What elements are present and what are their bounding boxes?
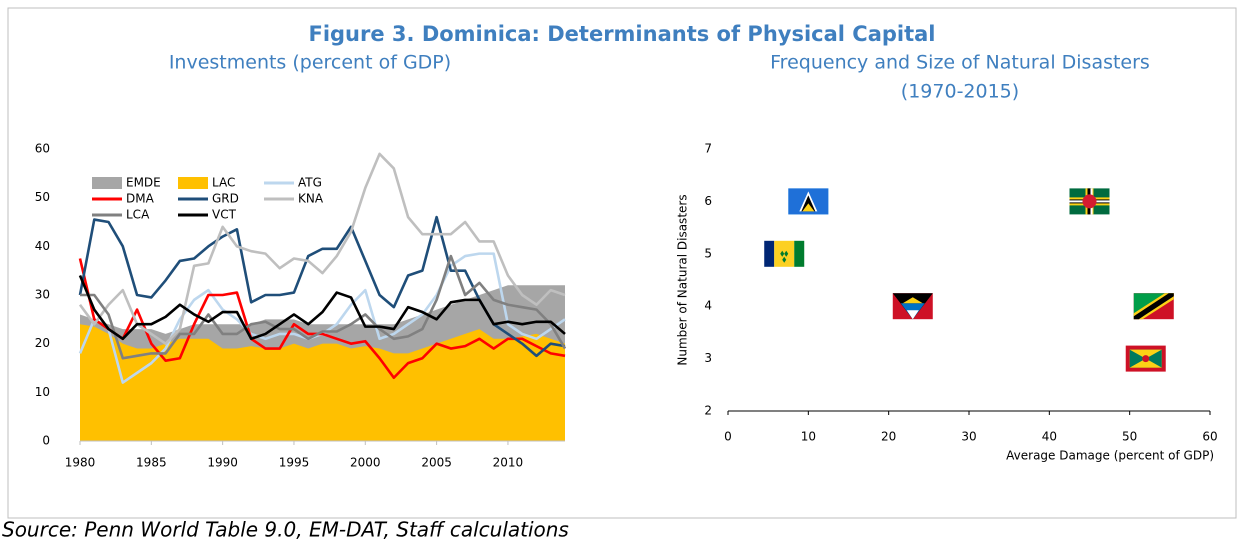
x-tick-label: 20 [881, 430, 896, 444]
y-tick-label: 40 [35, 239, 50, 253]
legend-swatch [178, 177, 208, 189]
flag-part [1142, 355, 1150, 363]
frame [7, 7, 1237, 519]
flag-marker [764, 240, 805, 267]
legend-swatch [92, 177, 122, 189]
flag-marker [1133, 293, 1174, 320]
y-tick-label: 7 [704, 142, 712, 156]
flag-marker [1069, 188, 1110, 215]
x-tick-label: 1990 [207, 456, 238, 470]
line [80, 254, 567, 360]
y-tick-label: 2 [704, 404, 712, 418]
legend-label: ATG [298, 176, 322, 190]
x-tick-label: 40 [1042, 430, 1057, 444]
flag-part [1129, 358, 1162, 368]
x-tick-label: 2010 [493, 456, 524, 470]
left-title: Investments (percent of GDP) [169, 52, 451, 74]
flag-part [906, 310, 919, 320]
line [78, 258, 566, 380]
legend-label: GRD [212, 192, 239, 206]
flag-marker [788, 188, 829, 215]
flag-part [802, 203, 815, 212]
legend-label: LCA [126, 208, 150, 222]
y-tick-label: 50 [35, 190, 50, 204]
x-tick-label: 2005 [421, 456, 452, 470]
legend-label: EMDE [126, 176, 161, 190]
flag-part [764, 240, 775, 267]
x-tick-label: 50 [1122, 430, 1137, 444]
y-tick-label: 30 [35, 288, 50, 302]
x-tick-label: 10 [801, 430, 816, 444]
y-tick-label: 60 [35, 142, 50, 156]
x-axis-label: Average Damage (percent of GDP) [1006, 449, 1214, 463]
y-tick-label: 5 [704, 246, 712, 260]
right-title: Frequency and Size of Natural Disasters [770, 52, 1150, 74]
right-subtitle: (1970-2015) [901, 81, 1019, 103]
flag-part [902, 297, 923, 304]
y-tick-label: 6 [704, 194, 712, 208]
y-tick-label: 20 [35, 336, 50, 350]
legend-label: DMA [126, 192, 155, 206]
flag-part [1129, 349, 1162, 359]
x-tick-label: 30 [961, 430, 976, 444]
y-tick-label: 4 [704, 299, 712, 313]
flag-marker [1125, 345, 1166, 372]
flag-part [774, 240, 795, 267]
x-tick-label: 1995 [279, 456, 310, 470]
legend-label: KNA [298, 192, 324, 206]
x-tick-label: 2000 [350, 456, 381, 470]
y-tick-label: 3 [704, 351, 712, 365]
area [80, 324, 565, 441]
legend-label: VCT [212, 208, 237, 222]
x-tick-label: 60 [1202, 430, 1217, 444]
line [78, 152, 566, 345]
line [78, 275, 566, 341]
source: Source: Penn World Table 9.0, EM-DAT, St… [2, 518, 569, 542]
flag-part [1082, 194, 1097, 209]
flag-part [784, 250, 789, 257]
x-tick-label: 1985 [136, 456, 167, 470]
flag-marker [892, 293, 933, 320]
flag-part [782, 256, 787, 263]
y-tick-label: 10 [35, 385, 50, 399]
flag-part [1133, 293, 1174, 320]
x-tick-label: 0 [724, 430, 732, 444]
flag-part [780, 250, 785, 257]
legend-label: LAC [212, 176, 235, 190]
figure-title: Figure 3. Dominica: Determinants of Phys… [308, 22, 935, 46]
y-tick-label: 0 [42, 434, 50, 448]
x-tick-label: 1980 [65, 456, 96, 470]
y-axis-label: Number of Natural Disasters [676, 194, 690, 365]
flag-part [794, 240, 805, 267]
